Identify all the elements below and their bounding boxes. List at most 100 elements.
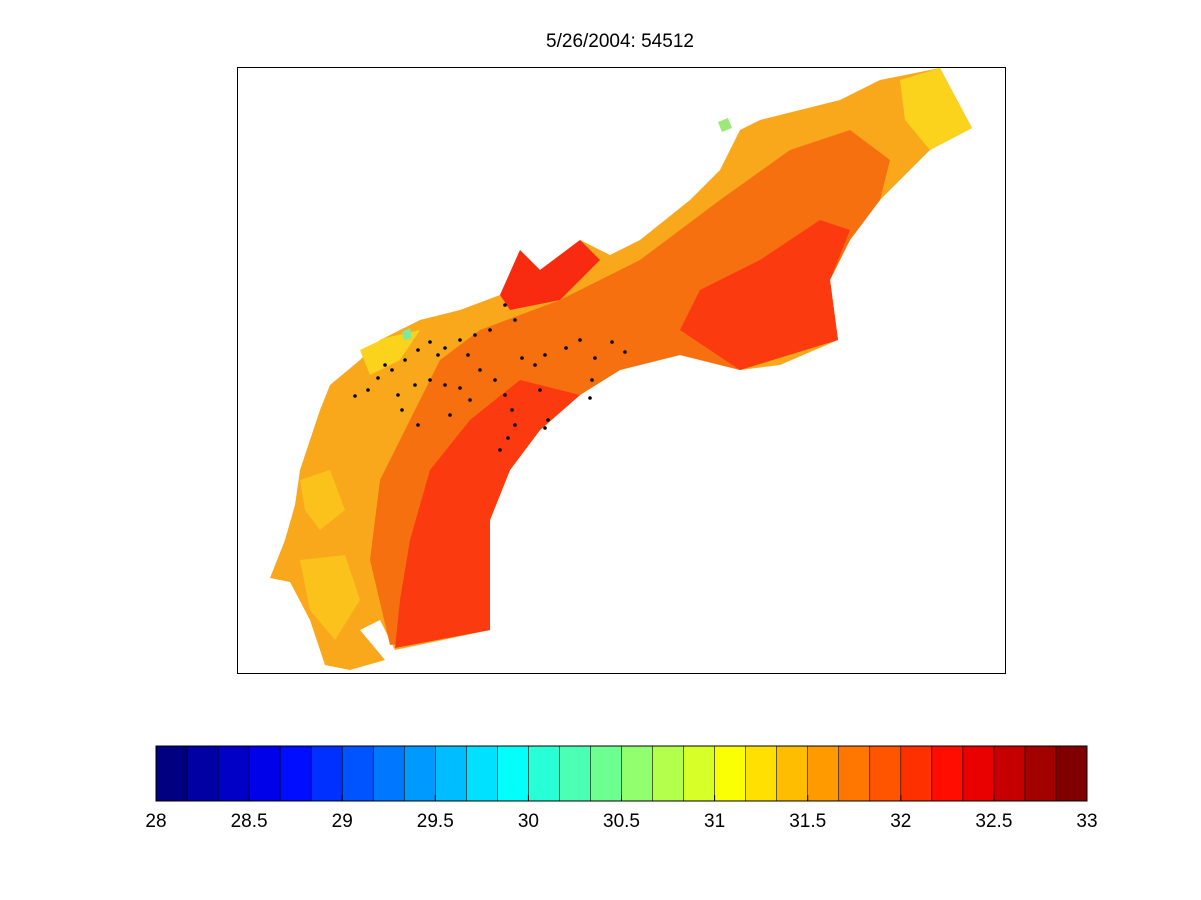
station <box>366 388 370 392</box>
station <box>564 346 568 350</box>
station <box>466 353 470 357</box>
colorbar-band <box>590 746 622 801</box>
colorbar-band <box>342 746 374 801</box>
map <box>270 68 972 670</box>
colorbar-tick-label: 30.5 <box>603 811 640 832</box>
colorbar: 28 28.5 29 29.5 30 30.5 31 31.5 32 32.5 33 <box>145 745 1098 832</box>
colorbar-band <box>621 746 654 801</box>
colorbar-band <box>218 746 250 801</box>
station <box>513 318 517 322</box>
region-high <box>500 240 600 310</box>
station <box>428 340 432 344</box>
colorbar-band <box>528 746 560 801</box>
station <box>396 393 400 397</box>
station <box>416 423 420 427</box>
station <box>543 353 547 357</box>
region-green <box>402 328 412 340</box>
colorbar-band <box>311 746 343 801</box>
station <box>488 328 492 332</box>
station <box>473 333 477 337</box>
colorbar-band <box>466 746 498 801</box>
colorbar-band <box>652 746 685 801</box>
station <box>458 386 462 390</box>
region-high <box>395 380 580 648</box>
station <box>390 368 394 372</box>
station <box>353 394 357 398</box>
station <box>443 383 447 387</box>
colorbar-band <box>745 746 778 801</box>
stations <box>353 303 627 452</box>
chart-title: 5/26/2004: 54512 <box>546 31 694 52</box>
station <box>503 393 507 397</box>
station <box>520 356 524 360</box>
station <box>498 448 502 452</box>
colorbar-band <box>249 746 281 801</box>
colorbar-band <box>435 746 467 801</box>
colorbar-band <box>838 746 871 801</box>
station <box>538 388 542 392</box>
station <box>546 418 550 422</box>
station <box>448 413 452 417</box>
colorbar-band <box>993 746 1026 801</box>
colorbar-band <box>962 746 995 801</box>
station <box>376 376 380 380</box>
colorbar-tick-label: 33 <box>1076 811 1097 832</box>
station <box>506 436 510 440</box>
station <box>383 363 387 367</box>
station <box>458 338 462 342</box>
station <box>623 350 627 354</box>
colorbar-tick-label: 31.5 <box>789 811 826 832</box>
colorbar-tick-label: 32.5 <box>975 811 1012 832</box>
colorbar-band <box>497 746 529 801</box>
station <box>510 408 514 412</box>
colorbar-band <box>869 746 902 801</box>
station <box>590 378 594 382</box>
region-low <box>300 555 360 640</box>
station <box>428 378 432 382</box>
colorbar-band <box>931 746 964 801</box>
region-low <box>900 68 972 150</box>
station <box>543 426 547 430</box>
colorbar-tick-label: 28 <box>145 811 166 832</box>
station <box>588 396 592 400</box>
station <box>413 383 417 387</box>
station <box>533 363 537 367</box>
station <box>610 340 614 344</box>
colorbar-band <box>280 746 312 801</box>
station <box>436 353 440 357</box>
station <box>400 408 404 412</box>
colorbar-band <box>373 746 405 801</box>
region-high <box>680 220 850 370</box>
colorbar-band <box>559 746 591 801</box>
colorbar-tick-label: 30 <box>518 811 539 832</box>
colorbar-tick-label: 29 <box>332 811 353 832</box>
colorbar-band <box>1024 746 1057 801</box>
region-low <box>300 470 345 530</box>
station <box>593 356 597 360</box>
colorbar-band <box>900 746 933 801</box>
station <box>468 398 472 402</box>
colorbar-band <box>807 746 840 801</box>
station <box>416 348 420 352</box>
colorbar-band <box>156 746 188 801</box>
region-green <box>718 118 732 132</box>
colorbar-band <box>776 746 809 801</box>
colorbar-tick-label: 29.5 <box>417 811 454 832</box>
region-low <box>360 330 420 375</box>
colorbar-band <box>714 746 747 801</box>
colorbar-tick-label: 28.5 <box>231 811 268 832</box>
station <box>493 378 497 382</box>
axes-box <box>237 67 1006 674</box>
station <box>443 346 447 350</box>
colorbar-tick-label: 32 <box>890 811 911 832</box>
colorbar-band <box>1055 746 1088 801</box>
station <box>513 423 517 427</box>
region-mid <box>370 130 890 645</box>
colorbar-band <box>683 746 716 801</box>
station <box>578 338 582 342</box>
station <box>478 368 482 372</box>
colorbar-tick-label: 31 <box>704 811 725 832</box>
station <box>503 303 507 307</box>
